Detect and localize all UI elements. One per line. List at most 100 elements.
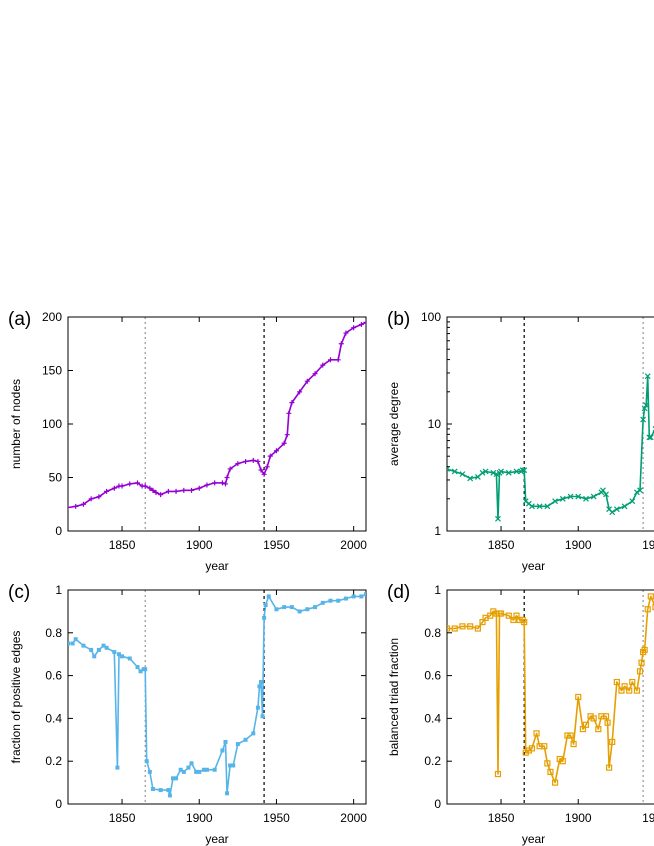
y-tick-label: 0.4 xyxy=(45,711,62,725)
data-point xyxy=(519,467,526,474)
data-point xyxy=(116,652,121,657)
data-point xyxy=(147,769,152,774)
data-point xyxy=(228,763,233,768)
data-point xyxy=(267,453,273,459)
y-axis-label: average degree xyxy=(387,382,401,466)
data-point xyxy=(629,498,636,505)
data-point xyxy=(219,480,225,486)
data-point xyxy=(528,503,535,510)
data-point xyxy=(479,469,486,476)
series-c xyxy=(68,592,366,798)
data-point xyxy=(490,469,497,476)
data-point xyxy=(544,503,551,510)
data-point xyxy=(68,504,71,510)
x-tick-label: 1850 xyxy=(488,538,515,552)
data-point xyxy=(447,466,450,472)
y-tick-label: 100 xyxy=(42,417,62,431)
data-point xyxy=(521,467,528,474)
x-tick-label: 1900 xyxy=(565,538,592,552)
data-point xyxy=(312,371,318,377)
data-point xyxy=(138,669,143,674)
y-axis-label: number of nodes xyxy=(9,379,23,469)
data-point xyxy=(609,509,616,516)
data-point xyxy=(173,488,179,494)
series-d xyxy=(447,593,654,786)
data-point xyxy=(297,389,303,395)
data-point xyxy=(647,593,654,600)
y-tick-label: 200 xyxy=(42,310,62,324)
y-tick-label: 0.8 xyxy=(424,626,441,640)
data-point xyxy=(266,594,271,599)
data-point xyxy=(567,732,574,739)
y-tick-label: 0.6 xyxy=(45,669,62,683)
x-tick-label: 1950 xyxy=(642,538,654,552)
x-tick-label: 1850 xyxy=(109,538,136,552)
data-point xyxy=(196,485,202,491)
data-point xyxy=(609,738,616,746)
data-point xyxy=(521,618,528,626)
data-point xyxy=(647,434,654,441)
data-point xyxy=(297,609,302,614)
data-point xyxy=(111,485,117,491)
data-point xyxy=(258,467,264,473)
data-point xyxy=(551,779,559,786)
y-tick-label: 0.2 xyxy=(424,754,441,768)
panel-a: 0 50 100 150 200 1850 1900 1950 2000 year number o… xyxy=(8,309,367,573)
data-point xyxy=(343,330,349,336)
data-point xyxy=(143,667,148,672)
data-point xyxy=(178,767,183,772)
panel-b: 1101001850190019502000yearaverage degree… xyxy=(387,309,654,573)
data-point xyxy=(641,646,648,654)
data-point xyxy=(257,684,262,689)
data-point xyxy=(104,488,110,494)
data-point xyxy=(528,745,536,752)
data-point xyxy=(304,378,310,384)
data-point xyxy=(263,602,268,607)
data-point xyxy=(127,481,133,487)
data-point xyxy=(590,493,597,500)
data-point xyxy=(498,468,504,475)
data-point xyxy=(222,481,228,487)
data-point xyxy=(231,763,236,768)
data-point xyxy=(328,598,333,603)
data-point xyxy=(96,494,102,500)
data-point xyxy=(158,492,164,498)
data-point xyxy=(467,623,474,630)
data-point xyxy=(637,487,643,494)
data-point xyxy=(92,654,97,659)
data-point xyxy=(243,737,248,742)
data-point xyxy=(80,501,86,507)
data-point xyxy=(613,506,620,513)
data-point xyxy=(606,764,613,771)
data-point xyxy=(604,719,611,726)
data-point xyxy=(227,466,233,472)
data-point xyxy=(467,475,474,482)
data-point xyxy=(536,503,543,510)
data-point xyxy=(282,605,287,610)
data-point xyxy=(559,758,566,765)
data-point xyxy=(273,448,279,454)
data-point xyxy=(189,487,195,493)
x-axis-label: year xyxy=(205,832,228,846)
data-point xyxy=(181,487,187,493)
series-line xyxy=(447,595,654,784)
data-point xyxy=(167,793,172,798)
data-point xyxy=(259,680,264,685)
data-point xyxy=(289,605,294,610)
data-point xyxy=(359,594,364,599)
panel-label: (d) xyxy=(387,582,410,603)
data-point xyxy=(451,468,458,475)
data-point xyxy=(451,625,458,632)
data-point xyxy=(134,480,140,486)
data-point xyxy=(595,725,602,733)
data-point xyxy=(533,730,540,737)
data-point xyxy=(652,604,654,611)
plot-frame xyxy=(446,316,654,532)
data-point xyxy=(602,713,610,720)
y-tick-label: 100 xyxy=(421,310,441,324)
y-tick-label: 0 xyxy=(55,797,62,811)
data-point xyxy=(212,480,218,486)
data-point xyxy=(638,659,645,666)
